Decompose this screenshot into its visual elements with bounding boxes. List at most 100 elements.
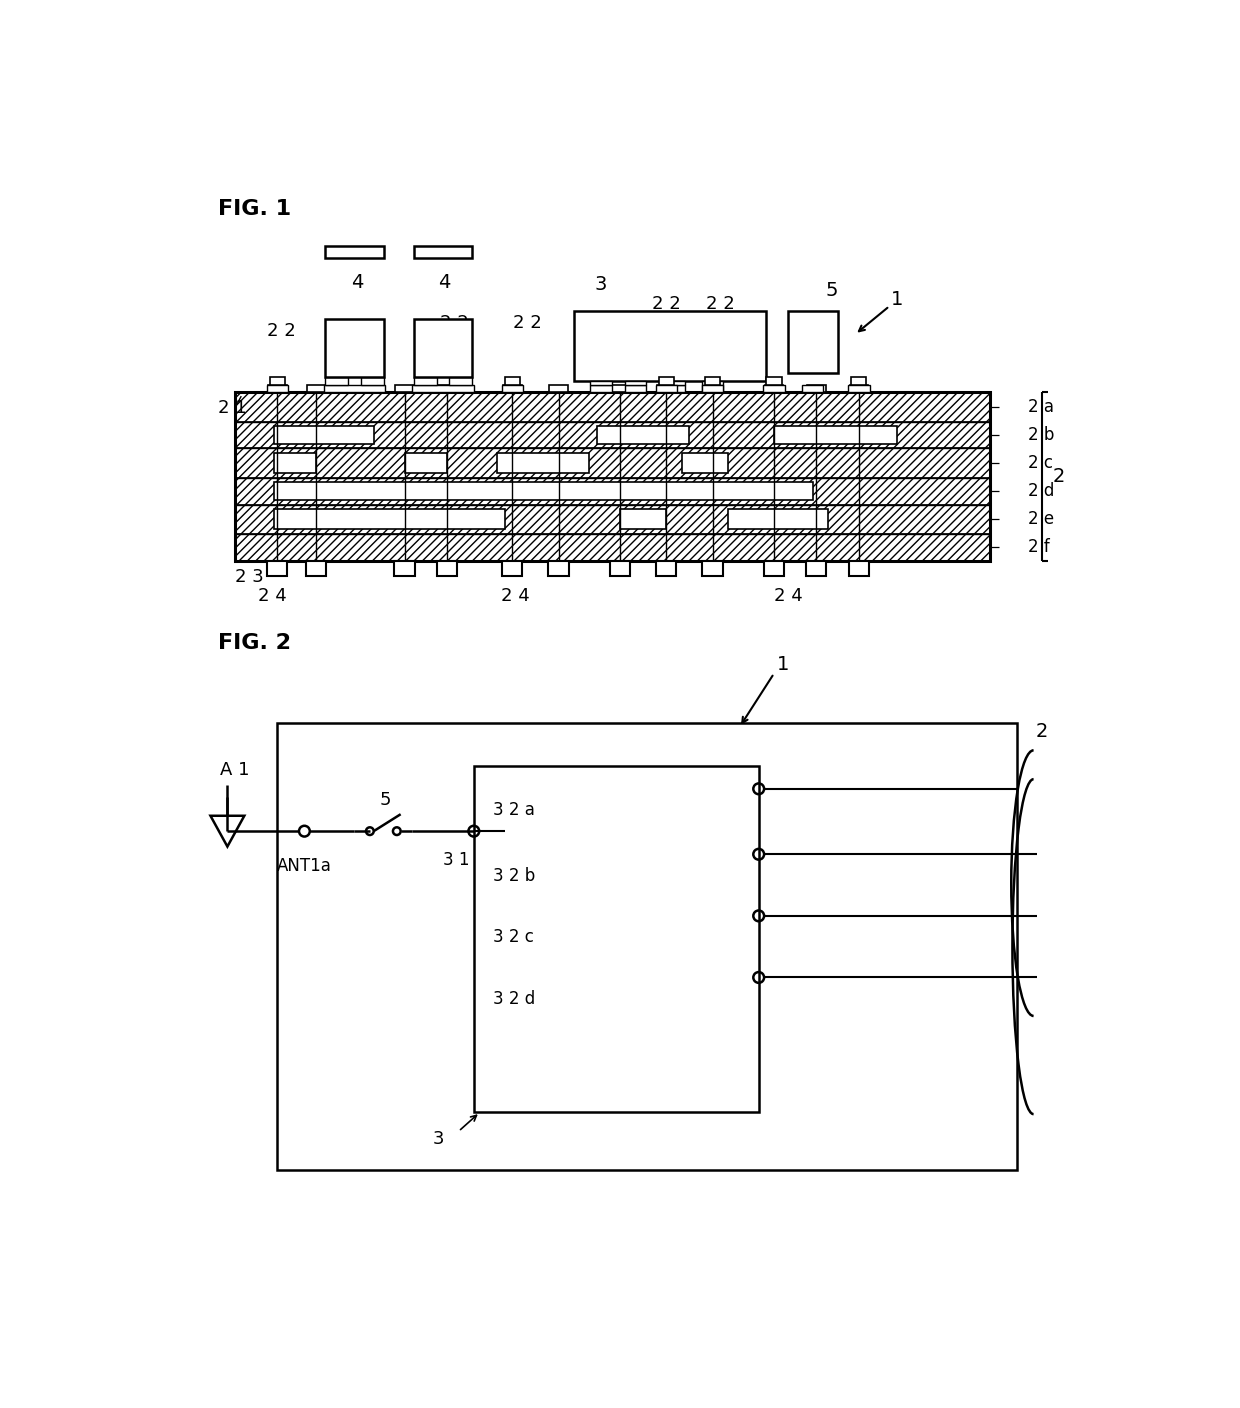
Bar [236,534,990,560]
Text: 2: 2 [1035,721,1048,741]
Bar [702,380,723,384]
Text: 5: 5 [553,562,564,580]
Bar [396,384,414,393]
Bar [274,453,316,473]
Bar [590,384,611,393]
Bar [268,384,286,393]
Bar [590,380,611,384]
Bar [361,377,383,384]
Bar [324,384,386,393]
Bar [236,504,990,534]
Text: 3 2 d: 3 2 d [494,990,536,1008]
Text: 5: 5 [661,562,672,580]
Bar [656,384,677,393]
Text: 5: 5 [399,562,409,580]
Bar [764,384,785,393]
Bar [849,384,868,393]
Bar [497,453,589,473]
Bar [236,449,990,477]
Bar [574,311,766,380]
Bar [274,483,812,500]
Bar [325,377,348,384]
Text: 5: 5 [441,562,453,580]
Bar [414,320,472,377]
Bar [267,384,288,393]
Text: 2 4: 2 4 [501,587,529,605]
Bar [656,560,676,576]
Bar [438,384,456,393]
Bar [306,560,326,576]
Bar [703,384,722,393]
Bar [702,384,723,393]
Text: 3 2 b: 3 2 b [494,867,536,884]
Bar [596,427,689,444]
Bar [274,427,373,444]
Bar [620,510,666,529]
Bar [502,560,522,576]
Bar [807,384,826,393]
Bar [764,560,784,576]
Bar [436,560,456,576]
Text: FIG. 2: FIG. 2 [218,632,291,652]
Bar [663,384,684,393]
Text: 5: 5 [707,562,718,580]
Bar [474,766,759,1112]
Bar [278,724,1017,1170]
Bar [774,427,898,444]
Text: ANT1a: ANT1a [277,857,332,874]
Bar [414,377,436,384]
Bar [848,384,869,393]
Text: 2 2: 2 2 [652,294,681,313]
Bar [236,421,990,449]
Bar [611,384,630,393]
Text: 5: 5 [311,562,321,580]
Text: 2 a: 2 a [1028,398,1054,415]
Text: 3: 3 [433,1131,444,1148]
Text: 5: 5 [615,562,625,580]
Bar [625,384,646,393]
Text: 2 3: 2 3 [236,567,264,586]
Bar [236,393,990,560]
Text: 4: 4 [439,273,450,293]
Text: 2 f: 2 f [1028,538,1050,556]
Bar [802,384,823,393]
Bar [702,384,723,393]
Bar [682,453,728,473]
Bar [325,246,383,258]
Text: 2 2: 2 2 [440,314,469,332]
Text: 2 4: 2 4 [774,587,802,605]
Bar [501,384,523,393]
Bar [549,384,568,393]
Text: 2 c: 2 c [1028,455,1053,472]
Bar [765,384,784,393]
Bar [270,377,285,384]
Text: 4: 4 [351,273,363,293]
Text: 2 2: 2 2 [513,314,542,332]
Bar [505,377,520,384]
Bar [268,560,288,576]
Bar [851,377,867,384]
Text: 2 4: 2 4 [258,587,286,605]
Text: 2 e: 2 e [1028,510,1054,528]
Bar [658,377,675,384]
Bar [787,311,838,373]
Bar [849,560,869,576]
Bar [657,384,676,393]
Text: A 1: A 1 [219,760,249,779]
Text: 2 2: 2 2 [706,294,734,313]
Bar [663,380,684,384]
Bar [412,384,474,393]
Bar [503,384,522,393]
Bar [236,477,990,504]
Bar [610,560,630,576]
Text: 3: 3 [595,275,608,294]
Text: 3 2 c: 3 2 c [494,928,534,946]
Text: 2: 2 [1053,467,1065,486]
Bar [728,510,828,529]
Bar [704,377,720,384]
Bar [404,453,446,473]
Text: 2 1: 2 1 [218,398,247,417]
Text: 5: 5 [826,282,838,300]
Bar [449,377,472,384]
Text: 1: 1 [892,290,904,310]
